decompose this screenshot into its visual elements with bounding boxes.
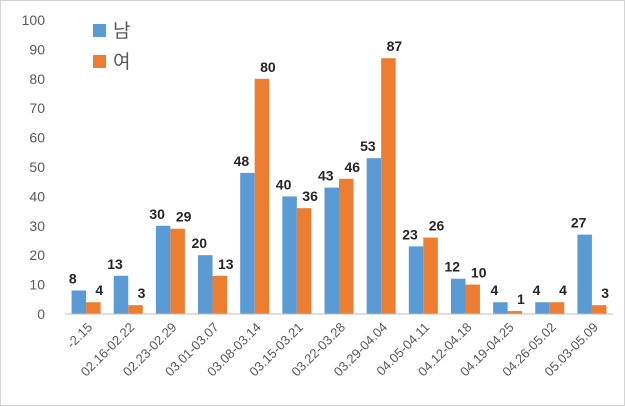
data-label-male: 48 bbox=[234, 153, 250, 169]
bar-male bbox=[282, 196, 297, 314]
data-label-male: 53 bbox=[360, 138, 376, 154]
bar-female bbox=[549, 302, 565, 314]
bar-female bbox=[507, 311, 523, 314]
data-label-male: 43 bbox=[318, 168, 334, 184]
data-label-female: 80 bbox=[260, 59, 276, 75]
bar-male bbox=[198, 255, 213, 314]
legend-swatch-male bbox=[93, 24, 106, 37]
data-label-female: 4 bbox=[559, 282, 567, 298]
y-tick-label: 40 bbox=[29, 188, 45, 204]
bar-male bbox=[577, 234, 592, 314]
bar-male bbox=[493, 302, 508, 314]
legend-label-female: 여 bbox=[113, 51, 130, 73]
data-label-male: 13 bbox=[107, 256, 123, 272]
y-tick-label: 20 bbox=[29, 247, 45, 263]
data-label-male: 8 bbox=[69, 270, 77, 286]
bar-male bbox=[324, 187, 339, 314]
legend-label-male: 남 bbox=[113, 20, 130, 42]
y-tick-label: 80 bbox=[29, 71, 45, 87]
data-label-female: 3 bbox=[138, 285, 146, 301]
bar-male bbox=[113, 275, 129, 314]
y-tick-label: 10 bbox=[29, 277, 45, 293]
bar-female bbox=[128, 305, 143, 314]
bar-male bbox=[240, 172, 255, 314]
bar-female bbox=[381, 58, 396, 314]
bar-male bbox=[408, 246, 424, 314]
data-label-male: 27 bbox=[571, 215, 587, 231]
y-tick-label: 30 bbox=[29, 218, 45, 234]
y-tick-label: 0 bbox=[37, 306, 45, 322]
bar-male bbox=[71, 290, 87, 314]
bar-male bbox=[155, 225, 171, 314]
bar-female bbox=[86, 302, 101, 314]
legend-swatch-female bbox=[93, 55, 106, 68]
bar-female bbox=[170, 228, 185, 314]
data-label-male: 23 bbox=[402, 226, 418, 242]
data-label-female: 46 bbox=[344, 159, 360, 175]
data-label-female: 4 bbox=[95, 282, 103, 298]
bars bbox=[71, 58, 607, 314]
bar-female bbox=[465, 284, 480, 314]
data-label-female: 1 bbox=[517, 291, 525, 307]
y-tick-label: 70 bbox=[29, 100, 45, 116]
bar-male bbox=[535, 302, 550, 314]
y-tick-label: 100 bbox=[22, 12, 46, 28]
legend: 남여 bbox=[93, 20, 130, 73]
data-label-female: 13 bbox=[218, 256, 234, 272]
x-axis: -2.1502.16-02.2202.23-02.2903.01-03.0703… bbox=[64, 313, 613, 379]
data-label-female: 87 bbox=[387, 38, 403, 54]
bar-female bbox=[339, 178, 354, 314]
data-label-male: 40 bbox=[276, 176, 292, 192]
data-label-female: 3 bbox=[601, 285, 609, 301]
y-axis: 0 10 20 30 40 50 60 70 80 90 100 bbox=[22, 12, 46, 322]
bar-female bbox=[296, 208, 312, 314]
y-tick-label: 90 bbox=[29, 41, 45, 57]
data-label-female: 36 bbox=[302, 188, 318, 204]
bar-female bbox=[591, 305, 607, 314]
data-label-male: 12 bbox=[444, 259, 460, 275]
bar-male bbox=[450, 278, 466, 314]
y-tick-label: 60 bbox=[29, 130, 45, 146]
bar-female bbox=[212, 275, 228, 314]
data-label-female: 29 bbox=[176, 209, 192, 225]
y-tick-label: 50 bbox=[29, 159, 45, 175]
x-tick-label: -2.15 bbox=[64, 320, 96, 352]
data-label-male: 4 bbox=[490, 282, 498, 298]
data-label-female: 10 bbox=[471, 265, 487, 281]
bar-male bbox=[366, 158, 382, 314]
bar-female bbox=[423, 237, 438, 314]
bar-female bbox=[254, 78, 270, 314]
data-label-male: 30 bbox=[149, 206, 165, 222]
data-label-male: 20 bbox=[191, 235, 207, 251]
data-label-male: 4 bbox=[533, 282, 541, 298]
data-label-female: 26 bbox=[429, 218, 445, 234]
